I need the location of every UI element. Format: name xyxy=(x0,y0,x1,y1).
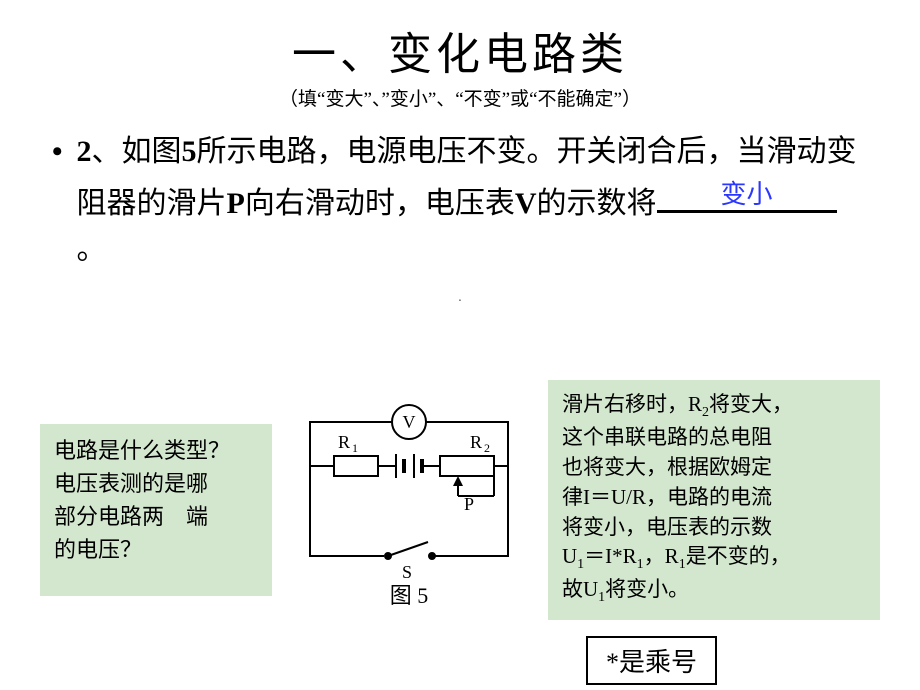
exp-line: 律I＝U/R，电路的电流 xyxy=(562,483,866,513)
answer-text: 变小 xyxy=(657,174,837,214)
figure-caption: 图 5 xyxy=(280,578,538,610)
slide: 一、变化电路类 （填“变大”、”变小”、“不变”或“不能确定”） • 2、如图5… xyxy=(0,0,920,690)
exp-line: 将变小，电压表的示数 xyxy=(562,513,866,543)
circuit-figure: V R 1 R 2 P S 图 5 xyxy=(280,396,538,616)
exp-line: U1＝I*R1，R1是不变的， xyxy=(562,542,866,575)
exp-line: 这个串联电路的总电阻 xyxy=(562,423,866,453)
footnote-box: *是乘号 xyxy=(586,636,717,685)
exp-line: 滑片右移时，R2将变大， xyxy=(562,390,866,423)
hint-box-left: 电路是什么类型？ 电压表测的是哪 部分电路两 端 的电压？ xyxy=(40,424,272,596)
answer-blank: 变小 xyxy=(657,176,837,213)
figure-number: 5 xyxy=(182,135,197,168)
svg-text:1: 1 xyxy=(352,441,358,455)
question-number: 2 xyxy=(77,135,92,168)
main-title: 一、变化电路类 xyxy=(0,18,920,82)
voltmeter-label: V xyxy=(403,412,416,432)
hint-left-line: 电压表测的是哪 xyxy=(54,467,258,500)
bullet-icon: • xyxy=(52,129,63,176)
question-body: • 2、如图5所示电路，电源电压不变。开关闭合后，当滑动变阻器的滑片P向右滑动时… xyxy=(0,111,920,274)
exp-line: 也将变大，根据欧姆定 xyxy=(562,453,866,483)
center-dot-icon: · xyxy=(0,294,920,310)
title-block: 一、变化电路类 （填“变大”、”变小”、“不变”或“不能确定”） xyxy=(0,0,920,111)
explanation-box-right: 滑片右移时，R2将变大， 这个串联电路的总电阻 也将变大，根据欧姆定 律I＝U/… xyxy=(548,380,880,620)
svg-text:R: R xyxy=(338,432,350,452)
svg-text:R: R xyxy=(470,432,482,452)
question-text: 2、如图5所示电路，电源电压不变。开关闭合后，当滑动变阻器的滑片P向右滑动时，电… xyxy=(77,129,860,274)
hint-left-line: 电路是什么类型？ xyxy=(54,434,258,467)
svg-text:P: P xyxy=(464,494,474,514)
subtitle: （填“变大”、”变小”、“不变”或“不能确定”） xyxy=(0,84,920,111)
svg-text:2: 2 xyxy=(484,441,490,455)
label-v: V xyxy=(515,187,537,220)
exp-line: 故U1将变小。 xyxy=(562,575,866,608)
label-p: P xyxy=(227,187,245,220)
hint-left-line: 部分电路两 端 xyxy=(54,500,258,533)
hint-left-line: 的电压？ xyxy=(54,533,258,566)
